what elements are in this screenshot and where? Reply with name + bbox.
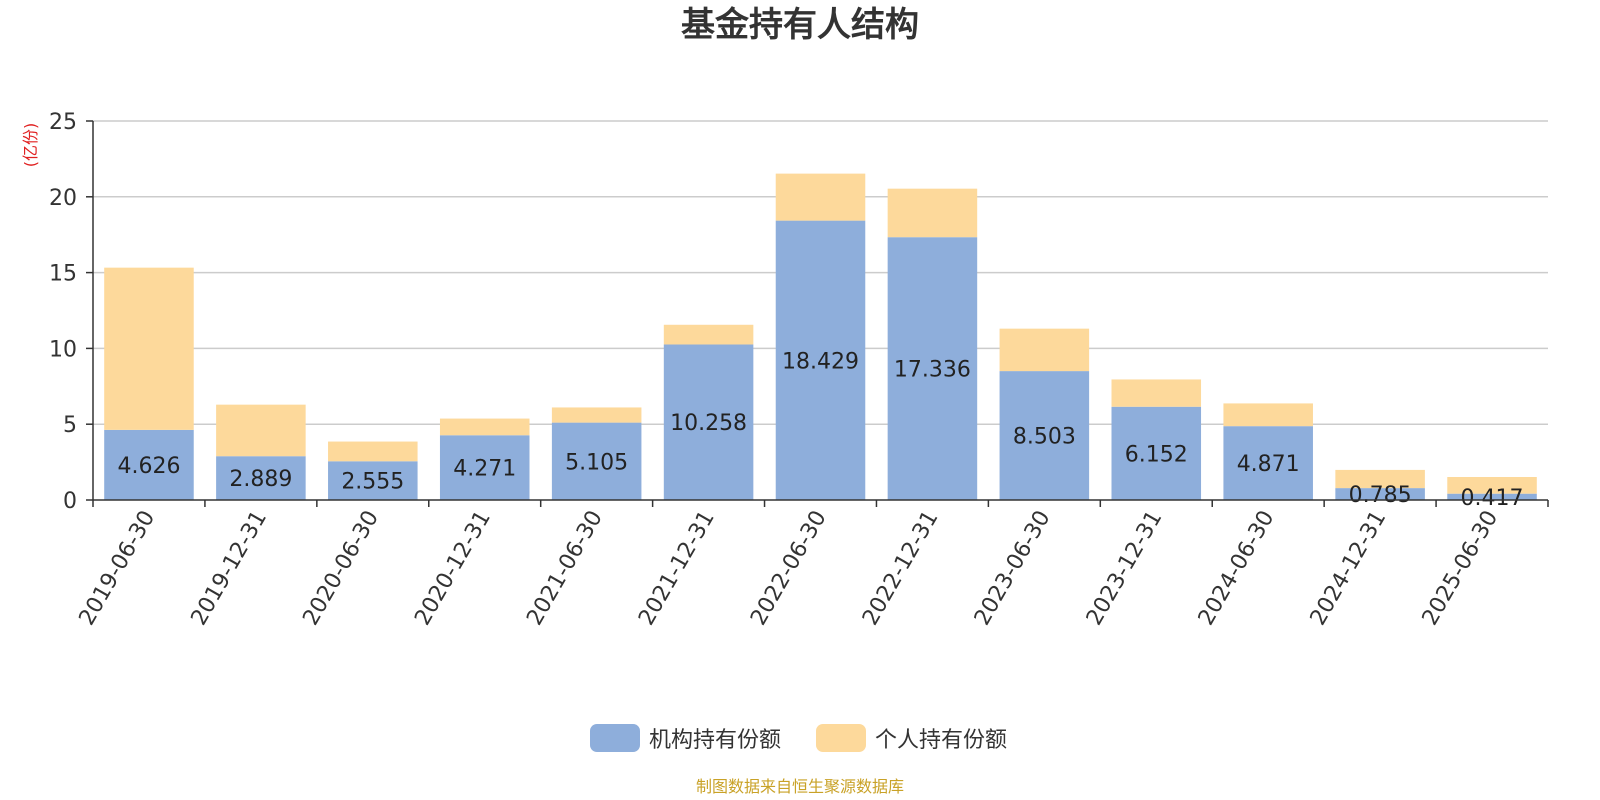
bar-individual[interactable]: [439, 418, 530, 436]
source-note: 制图数据来自恒生聚源数据库: [696, 777, 904, 796]
legend-swatch: [590, 724, 640, 752]
data-label: 0.417: [1461, 486, 1524, 511]
bar-institutional[interactable]: [328, 461, 418, 500]
bar-individual[interactable]: [775, 173, 866, 221]
bar-institutional[interactable]: [1335, 488, 1425, 500]
bar-individual[interactable]: [663, 324, 754, 345]
x-tick-label: 2021-12-31: [634, 507, 720, 630]
data-label: 4.871: [1237, 452, 1300, 477]
x-tick-label: 2022-12-31: [858, 507, 944, 630]
bar-institutional[interactable]: [439, 435, 530, 500]
bar-institutional[interactable]: [551, 422, 642, 500]
y-axis-unit: (亿份): [21, 123, 40, 168]
legend[interactable]: 机构持有份额 个人持有份额: [590, 724, 1007, 753]
bars-group: 4.626 2.889 2.555 4.271 5.105 10.258 18.429 17.…: [104, 173, 1537, 511]
bar-individual[interactable]: [1111, 379, 1202, 407]
data-label: 17.336: [894, 358, 971, 383]
bar-individual[interactable]: [104, 267, 194, 430]
bar-individual[interactable]: [551, 407, 642, 423]
bar-institutional[interactable]: [104, 429, 194, 500]
data-label: 8.503: [1013, 425, 1076, 450]
bar-institutional[interactable]: [663, 344, 754, 500]
bar-individual[interactable]: [1335, 469, 1425, 489]
bar-individual[interactable]: [328, 441, 418, 462]
bar-institutional[interactable]: [887, 237, 978, 501]
bar-institutional[interactable]: [1447, 493, 1537, 500]
y-tick-label: 15: [49, 262, 77, 287]
y-tick-label: 25: [49, 110, 77, 135]
legend-swatch: [816, 724, 866, 752]
x-tick-label: 2023-12-31: [1082, 507, 1168, 630]
x-tick-label: 2021-06-30: [522, 507, 608, 630]
bar-individual[interactable]: [216, 404, 306, 457]
x-tick-label: 2024-06-30: [1194, 507, 1280, 630]
data-label: 10.258: [670, 411, 747, 436]
x-tick-label: 2019-06-30: [75, 507, 161, 630]
bar-institutional[interactable]: [1223, 426, 1313, 500]
legend-item[interactable]: 机构持有份额: [590, 724, 781, 753]
y-tick-label: 20: [49, 186, 77, 211]
legend-label: 个人持有份额: [875, 728, 1007, 753]
legend-label: 机构持有份额: [649, 728, 781, 753]
y-tick-label: 5: [63, 413, 77, 438]
bar-individual[interactable]: [999, 328, 1090, 372]
bar-individual[interactable]: [887, 188, 978, 238]
x-tick-label: 2020-12-31: [410, 507, 496, 630]
bar-institutional[interactable]: [775, 220, 866, 500]
data-label: 6.152: [1125, 442, 1188, 467]
data-label: 0.785: [1349, 483, 1412, 508]
data-label: 4.626: [117, 454, 180, 479]
y-tick-label: 10: [49, 337, 77, 362]
x-tick-label: 2023-06-30: [970, 507, 1056, 630]
bar-institutional[interactable]: [1111, 406, 1202, 500]
x-tick-label: 2025-06-30: [1418, 507, 1504, 630]
data-label: 2.555: [341, 470, 404, 495]
y-tick-label: 0: [63, 489, 77, 514]
bar-institutional[interactable]: [999, 371, 1090, 500]
x-tick-label: 2020-06-30: [298, 507, 384, 630]
data-label: 18.429: [782, 349, 859, 374]
bar-institutional[interactable]: [216, 456, 306, 500]
legend-item[interactable]: 个人持有份额: [816, 724, 1007, 753]
bar-individual[interactable]: [1447, 477, 1537, 494]
data-label: 5.105: [565, 450, 628, 475]
bar-individual[interactable]: [1223, 403, 1313, 427]
x-tick-label: 2019-12-31: [187, 507, 273, 630]
x-tick-label: 2022-06-30: [746, 507, 832, 630]
x-tick-label: 2024-12-31: [1306, 507, 1392, 630]
chart-title: 基金持有人结构: [681, 5, 919, 45]
data-label: 2.889: [229, 467, 292, 492]
data-label: 4.271: [453, 457, 516, 482]
